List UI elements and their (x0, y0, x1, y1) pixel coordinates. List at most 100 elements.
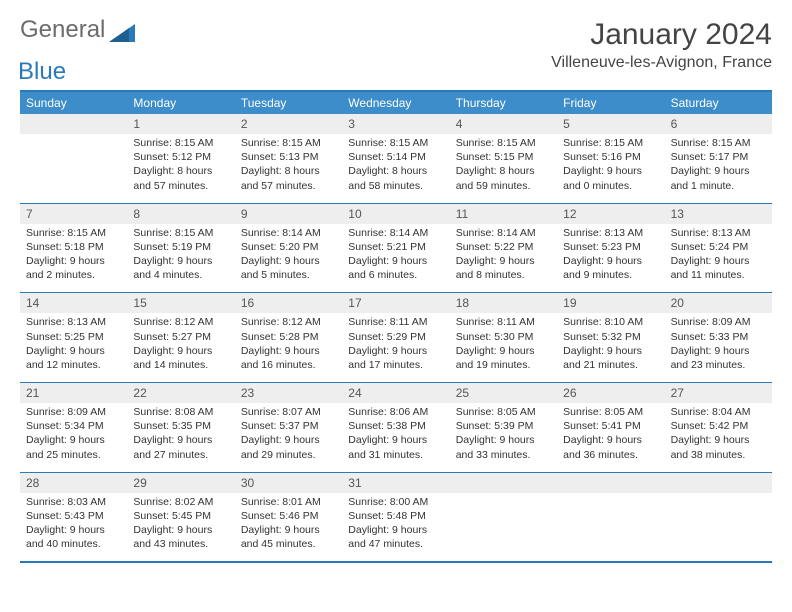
day-sunrise: Sunrise: 8:10 AM (563, 315, 658, 329)
day-info (450, 493, 557, 562)
week-daynum-row: 78910111213 (20, 203, 772, 224)
day-sunset: Sunset: 5:33 PM (671, 330, 766, 344)
day-number: 3 (342, 114, 449, 134)
day-sunset: Sunset: 5:29 PM (348, 330, 443, 344)
day-sunset: Sunset: 5:13 PM (241, 150, 336, 164)
day-sunrise: Sunrise: 8:05 AM (563, 405, 658, 419)
day-info: Sunrise: 8:13 AMSunset: 5:25 PMDaylight:… (20, 313, 127, 382)
day-info: Sunrise: 8:11 AMSunset: 5:29 PMDaylight:… (342, 313, 449, 382)
day-number: 14 (20, 293, 127, 313)
day-header: Monday (127, 92, 234, 114)
day-daylight2: and 58 minutes. (348, 179, 443, 193)
day-daylight2: and 2 minutes. (26, 268, 121, 282)
day-info: Sunrise: 8:11 AMSunset: 5:30 PMDaylight:… (450, 313, 557, 382)
day-sunrise: Sunrise: 8:15 AM (241, 136, 336, 150)
day-sunset: Sunset: 5:46 PM (241, 509, 336, 523)
day-header: Saturday (665, 92, 772, 114)
day-sunset: Sunset: 5:21 PM (348, 240, 443, 254)
week-info-row: Sunrise: 8:15 AMSunset: 5:12 PMDaylight:… (20, 134, 772, 203)
calendar: Sunday Monday Tuesday Wednesday Thursday… (20, 90, 772, 563)
day-sunrise: Sunrise: 8:13 AM (563, 226, 658, 240)
day-sunset: Sunset: 5:37 PM (241, 419, 336, 433)
logo-triangle-icon (109, 20, 135, 42)
day-sunset: Sunset: 5:25 PM (26, 330, 121, 344)
day-daylight2: and 25 minutes. (26, 448, 121, 462)
day-number: 18 (450, 293, 557, 313)
day-daylight1: Daylight: 9 hours (456, 254, 551, 268)
day-sunset: Sunset: 5:22 PM (456, 240, 551, 254)
day-info: Sunrise: 8:03 AMSunset: 5:43 PMDaylight:… (20, 493, 127, 562)
day-daylight1: Daylight: 8 hours (456, 164, 551, 178)
day-number (450, 473, 557, 493)
day-daylight2: and 16 minutes. (241, 358, 336, 372)
day-sunrise: Sunrise: 8:15 AM (671, 136, 766, 150)
day-info (20, 134, 127, 203)
day-daylight2: and 6 minutes. (348, 268, 443, 282)
day-daylight1: Daylight: 9 hours (26, 344, 121, 358)
day-daylight1: Daylight: 9 hours (348, 344, 443, 358)
day-daylight2: and 38 minutes. (671, 448, 766, 462)
day-sunrise: Sunrise: 8:15 AM (133, 136, 228, 150)
day-sunrise: Sunrise: 8:13 AM (671, 226, 766, 240)
day-daylight2: and 12 minutes. (26, 358, 121, 372)
day-daylight2: and 1 minute. (671, 179, 766, 193)
day-number: 17 (342, 293, 449, 313)
day-sunrise: Sunrise: 8:14 AM (348, 226, 443, 240)
day-sunrise: Sunrise: 8:14 AM (456, 226, 551, 240)
day-daylight2: and 9 minutes. (563, 268, 658, 282)
day-sunset: Sunset: 5:19 PM (133, 240, 228, 254)
day-number: 12 (557, 204, 664, 224)
week-daynum-row: 21222324252627 (20, 382, 772, 403)
day-daylight1: Daylight: 9 hours (563, 164, 658, 178)
day-sunrise: Sunrise: 8:15 AM (26, 226, 121, 240)
day-info: Sunrise: 8:14 AMSunset: 5:21 PMDaylight:… (342, 224, 449, 293)
day-daylight2: and 43 minutes. (133, 537, 228, 551)
day-sunrise: Sunrise: 8:06 AM (348, 405, 443, 419)
day-info: Sunrise: 8:15 AMSunset: 5:19 PMDaylight:… (127, 224, 234, 293)
day-daylight2: and 19 minutes. (456, 358, 551, 372)
day-sunset: Sunset: 5:43 PM (26, 509, 121, 523)
day-daylight1: Daylight: 9 hours (26, 254, 121, 268)
logo: General Blue (20, 18, 135, 84)
day-number: 2 (235, 114, 342, 134)
day-info: Sunrise: 8:15 AMSunset: 5:13 PMDaylight:… (235, 134, 342, 203)
day-number: 10 (342, 204, 449, 224)
day-daylight1: Daylight: 9 hours (456, 433, 551, 447)
day-daylight1: Daylight: 8 hours (241, 164, 336, 178)
day-info: Sunrise: 8:15 AMSunset: 5:15 PMDaylight:… (450, 134, 557, 203)
weeks-container: 123456Sunrise: 8:15 AMSunset: 5:12 PMDay… (20, 114, 772, 561)
day-number: 7 (20, 204, 127, 224)
day-info: Sunrise: 8:00 AMSunset: 5:48 PMDaylight:… (342, 493, 449, 562)
day-number: 22 (127, 383, 234, 403)
day-sunrise: Sunrise: 8:05 AM (456, 405, 551, 419)
logo-word1: General (20, 18, 105, 42)
day-daylight2: and 36 minutes. (563, 448, 658, 462)
day-daylight1: Daylight: 9 hours (671, 164, 766, 178)
day-sunset: Sunset: 5:30 PM (456, 330, 551, 344)
day-number: 6 (665, 114, 772, 134)
day-sunrise: Sunrise: 8:14 AM (241, 226, 336, 240)
day-daylight1: Daylight: 9 hours (133, 254, 228, 268)
day-daylight2: and 23 minutes. (671, 358, 766, 372)
day-daylight2: and 47 minutes. (348, 537, 443, 551)
day-number: 8 (127, 204, 234, 224)
day-number: 13 (665, 204, 772, 224)
day-sunrise: Sunrise: 8:03 AM (26, 495, 121, 509)
week-info-row: Sunrise: 8:03 AMSunset: 5:43 PM Daylight:… (20, 493, 772, 562)
day-sunset: Sunset: 5:38 PM (348, 419, 443, 433)
day-info: Sunrise: 8:07 AMSunset: 5:37 PMDaylight:… (235, 403, 342, 472)
day-daylight2: and 21 minutes. (563, 358, 658, 372)
day-info: Sunrise: 8:15 AMSunset: 5:17 PMDaylight:… (665, 134, 772, 203)
day-header: Thursday (450, 92, 557, 114)
day-number: 28 (20, 473, 127, 493)
day-info: Sunrise: 8:10 AMSunset: 5:32 PMDaylight:… (557, 313, 664, 382)
day-number: 1 (127, 114, 234, 134)
day-number: 21 (20, 383, 127, 403)
day-daylight1: Daylight: 9 hours (563, 254, 658, 268)
day-daylight1: Daylight: 9 hours (563, 344, 658, 358)
day-daylight1: Daylight: 9 hours (241, 523, 336, 537)
day-daylight1: Daylight: 9 hours (563, 433, 658, 447)
day-sunset: Sunset: 5:35 PM (133, 419, 228, 433)
day-number: 5 (557, 114, 664, 134)
day-number: 9 (235, 204, 342, 224)
